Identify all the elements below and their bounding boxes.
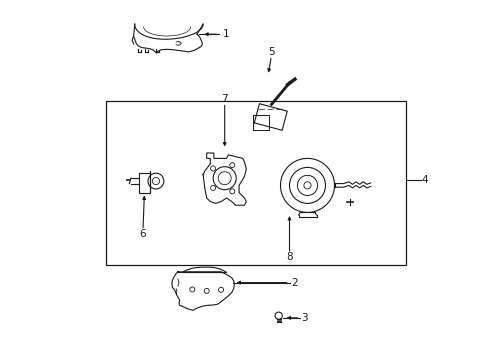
Text: 5: 5 (267, 47, 274, 57)
Bar (106, 101, 406, 265)
Text: 8: 8 (285, 252, 292, 262)
Text: 1: 1 (222, 29, 228, 39)
Text: 6: 6 (140, 229, 146, 239)
Bar (139, 173, 149, 193)
Text: 7: 7 (221, 94, 227, 104)
Text: 2: 2 (290, 278, 297, 288)
Text: 4: 4 (421, 175, 427, 185)
Text: 3: 3 (301, 313, 307, 323)
